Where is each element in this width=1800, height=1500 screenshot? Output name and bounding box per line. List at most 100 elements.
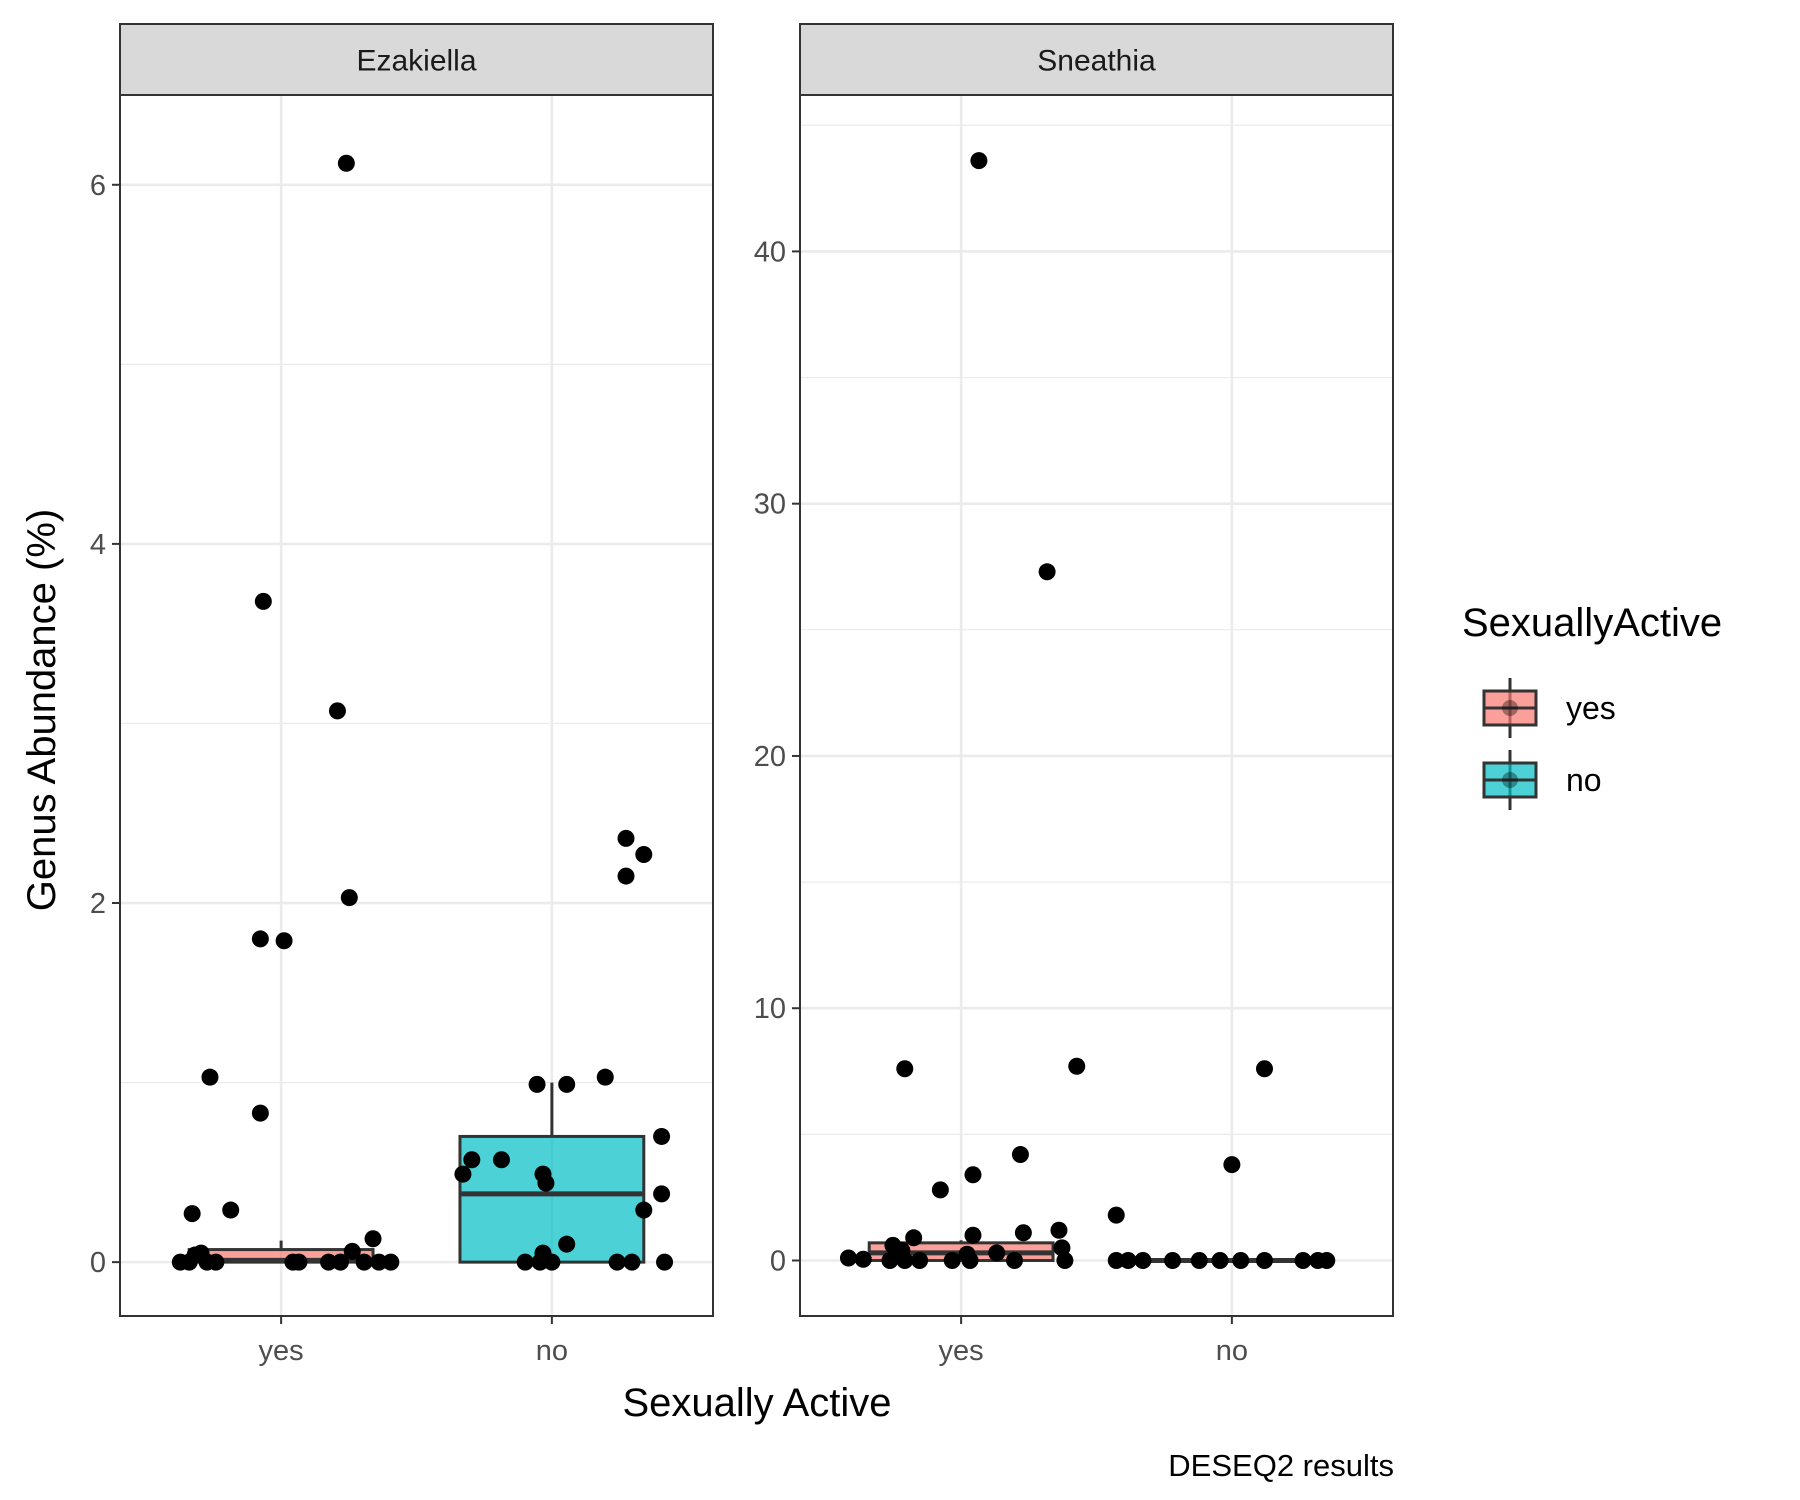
data-point: [1119, 1252, 1137, 1269]
data-points: [171, 154, 674, 1271]
facet-strip: [799, 23, 1394, 96]
data-point: [355, 1253, 373, 1271]
box-no: [458, 1082, 646, 1264]
legend: SexuallyActive yes no: [1462, 601, 1722, 810]
facet-strip: [119, 23, 714, 96]
legend-item-no: no: [1482, 750, 1602, 810]
facet-strip-label: Ezakiella: [356, 45, 476, 78]
data-point: [454, 1165, 472, 1183]
facet-panel-ezakiella: Ezakiella 0 2 4 6 yes no: [90, 23, 714, 1367]
legend-key-point: [1502, 700, 1518, 716]
y-tick-label: 10: [754, 993, 786, 1025]
y-tick-label: 20: [754, 741, 786, 773]
data-point: [964, 1226, 982, 1244]
y-tick-label: 40: [754, 236, 786, 268]
data-point: [222, 1201, 240, 1219]
data-point: [492, 1151, 510, 1169]
data-point: [1318, 1252, 1336, 1269]
data-point: [516, 1253, 534, 1271]
data-point: [1190, 1252, 1208, 1269]
data-point: [201, 1068, 219, 1086]
chart-caption: DESEQ2 results: [1168, 1448, 1394, 1483]
data-point: [896, 1252, 914, 1269]
data-point: [1294, 1252, 1312, 1269]
data-point: [931, 1181, 949, 1199]
data-point: [1068, 1057, 1086, 1075]
data-point: [635, 1201, 653, 1219]
data-point: [653, 1127, 671, 1145]
data-point: [1134, 1252, 1152, 1269]
data-point: [275, 932, 293, 950]
data-point: [596, 1068, 614, 1086]
data-point: [558, 1235, 576, 1253]
data-point: [251, 1104, 269, 1122]
data-point: [617, 867, 635, 885]
data-point: [531, 1253, 549, 1271]
data-point: [180, 1253, 198, 1271]
data-point: [1107, 1252, 1125, 1269]
data-point: [1223, 1156, 1241, 1174]
data-point: [290, 1253, 308, 1271]
data-point: [1211, 1252, 1229, 1269]
panel-background: [800, 95, 1393, 1316]
data-point: [382, 1253, 400, 1271]
data-point: [328, 702, 346, 720]
y-tick-label: 4: [90, 529, 106, 561]
y-tick-label: 0: [90, 1247, 106, 1279]
data-point: [1011, 1146, 1029, 1164]
x-tick-label: yes: [259, 1335, 304, 1367]
legend-item-yes: yes: [1482, 678, 1616, 738]
y-tick-label: 30: [754, 489, 786, 521]
data-point: [970, 152, 988, 170]
data-points: [839, 152, 1336, 1269]
data-point: [1232, 1252, 1250, 1269]
legend-item-label: yes: [1566, 690, 1616, 726]
data-point: [1164, 1252, 1182, 1269]
data-point: [854, 1250, 872, 1268]
legend-title: SexuallyActive: [1462, 601, 1722, 645]
data-point: [463, 1151, 481, 1169]
data-point: [537, 1174, 555, 1192]
facet-panel-sneathia: Sneathia 0 10 20 30 40 yes no: [754, 23, 1394, 1367]
y-tick-label: 0: [770, 1246, 786, 1278]
data-point: [1038, 563, 1056, 581]
x-tick-label: yes: [939, 1335, 984, 1367]
data-point: [1005, 1252, 1023, 1269]
panel-background: [120, 95, 713, 1316]
data-point: [961, 1252, 979, 1269]
data-point: [881, 1252, 899, 1269]
data-point: [364, 1230, 382, 1248]
panel-border: [799, 94, 1394, 1317]
panel-border: [119, 94, 714, 1317]
data-point: [337, 154, 355, 172]
box-iqr: [458, 1134, 646, 1264]
data-point: [558, 1075, 576, 1093]
data-point: [964, 1166, 982, 1184]
data-point: [543, 1253, 561, 1271]
y-tick-label: 2: [90, 888, 106, 920]
facet-strip-label: Sneathia: [1037, 45, 1156, 78]
data-point: [528, 1075, 546, 1093]
data-point: [331, 1253, 349, 1271]
data-point: [1014, 1224, 1032, 1242]
data-point: [1255, 1252, 1273, 1269]
x-tick-label: no: [1216, 1335, 1248, 1367]
data-point: [1107, 1206, 1125, 1224]
data-point: [1056, 1252, 1074, 1269]
data-point: [905, 1229, 923, 1247]
data-point: [617, 829, 635, 847]
data-point: [896, 1060, 914, 1078]
x-tick-label: no: [536, 1335, 568, 1367]
data-point: [656, 1253, 674, 1271]
data-point: [635, 846, 653, 864]
data-point: [988, 1244, 1006, 1262]
data-point: [254, 592, 272, 610]
data-point: [207, 1253, 225, 1271]
data-point: [251, 930, 269, 948]
data-point: [340, 889, 358, 907]
data-point: [608, 1253, 626, 1271]
y-axis-title: Genus Abundance (%): [20, 509, 64, 911]
legend-item-label: no: [1566, 762, 1602, 798]
data-point: [839, 1249, 857, 1267]
